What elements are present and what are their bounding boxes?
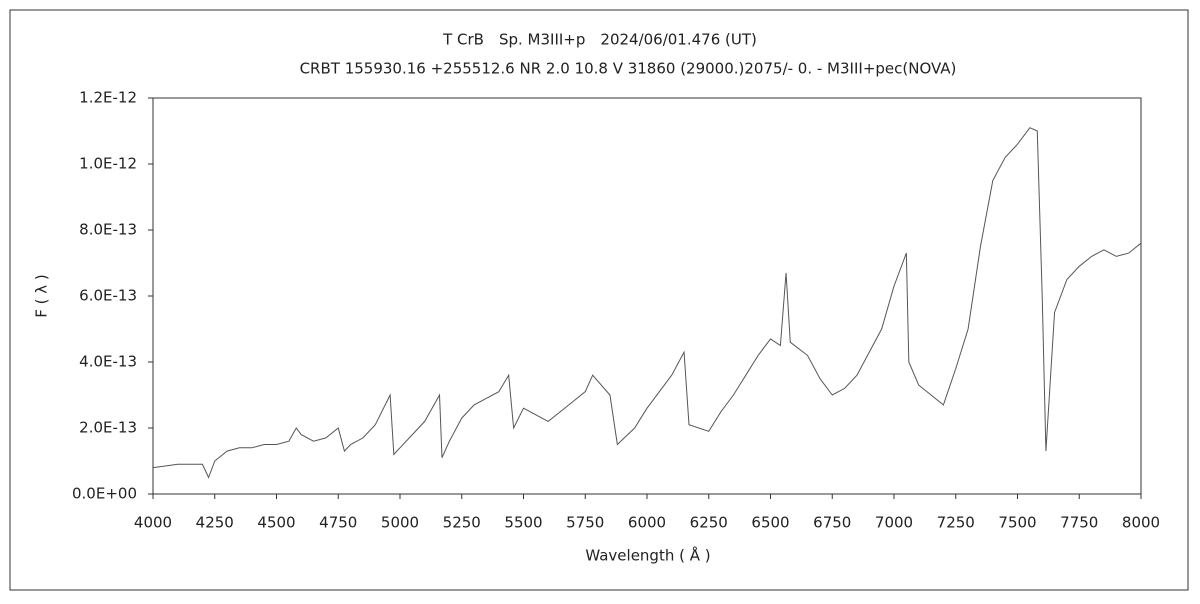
x-tick-label: 4250 <box>196 514 234 532</box>
y-axis-label: F ( λ ) <box>33 274 51 318</box>
x-tick-label: 6250 <box>690 514 728 532</box>
y-tick-label: 4.0E-13 <box>79 353 137 371</box>
x-tick-label: 7000 <box>875 514 913 532</box>
x-tick-label: 4750 <box>319 514 357 532</box>
x-tick-label: 6000 <box>628 514 666 532</box>
x-tick-label: 4000 <box>134 514 172 532</box>
x-tick-label: 7250 <box>937 514 975 532</box>
y-tick-label: 1.0E-12 <box>79 155 137 173</box>
chart-title: T CrB Sp. M3III+p 2024/06/01.476 (UT) <box>442 31 757 49</box>
x-axis-label: Wavelength ( Å ) <box>585 546 710 565</box>
x-tick-label: 6750 <box>813 514 851 532</box>
x-tick-label: 5500 <box>504 514 542 532</box>
x-tick-label: 4500 <box>257 514 295 532</box>
x-tick-label: 7500 <box>998 514 1036 532</box>
y-tick-label: 6.0E-13 <box>79 287 137 305</box>
y-tick-label: 8.0E-13 <box>79 221 137 239</box>
chart-subtitle: CRBT 155930.16 +255512.6 NR 2.0 10.8 V 3… <box>300 60 957 78</box>
plot-frame <box>152 97 1142 495</box>
y-tick-label: 0.0E+00 <box>72 485 137 503</box>
x-tick-label: 5750 <box>566 514 604 532</box>
y-tick-label: 2.0E-13 <box>79 419 137 437</box>
spectrum-line <box>152 127 1142 479</box>
x-tick-label: 7750 <box>1060 514 1098 532</box>
x-tick-label: 5000 <box>381 514 419 532</box>
x-tick-label: 5250 <box>443 514 481 532</box>
y-tick-label: 1.2E-12 <box>79 89 137 107</box>
x-tick-label: 8000 <box>1122 514 1160 532</box>
x-tick-label: 6500 <box>751 514 789 532</box>
